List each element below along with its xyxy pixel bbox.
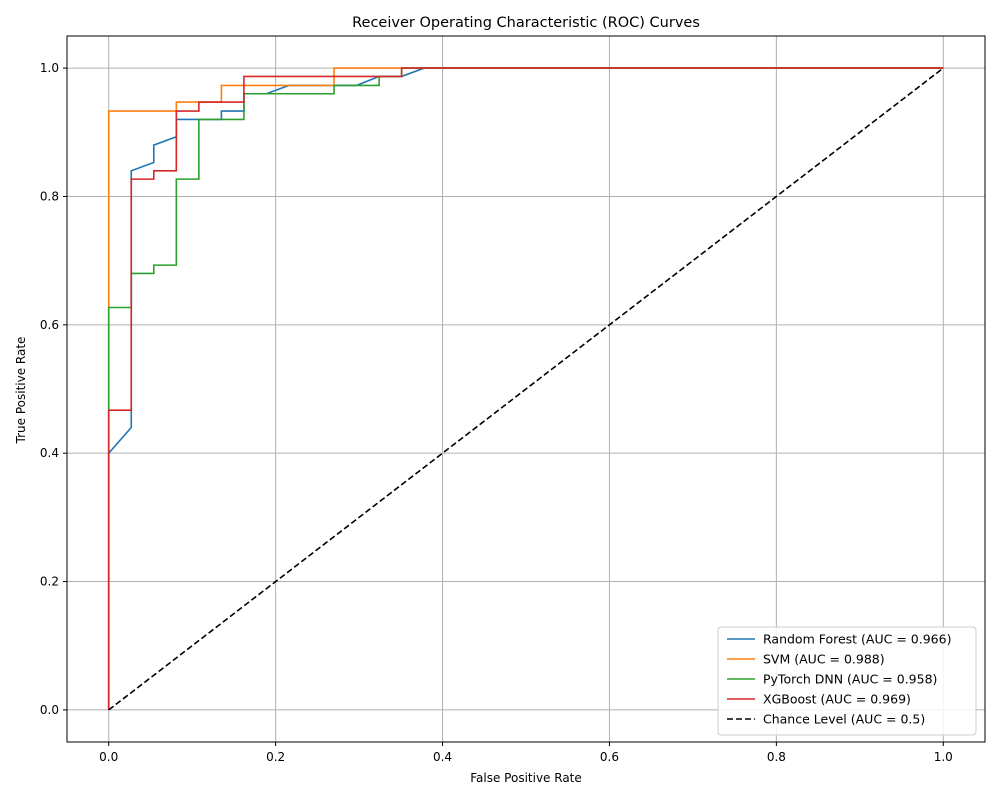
legend-box: [717, 626, 977, 736]
series-line-5: [108, 67, 944, 711]
legend-entry-label: PyTorch DNN (AUC = 0.958): [763, 672, 937, 687]
legend-entry-label: SVM (AUC = 0.988): [763, 652, 885, 667]
y-tick-label: 0.2: [40, 575, 59, 589]
y-axis-label: True Positive Rate: [14, 337, 28, 445]
x-tick-label: 1.0: [934, 750, 953, 764]
legend: Random Forest (AUC = 0.966) SVM (AUC = 0.…: [717, 626, 977, 736]
x-tick-label: 0.8: [767, 750, 786, 764]
axis-ticks: 0.0 0.2 0.4 0.6 0.8 1.0 0.0 0.2 0.4 0.6 0.8 1.0: [40, 61, 953, 764]
legend-entry-label: Chance Level (AUC = 0.5): [763, 712, 925, 727]
x-axis-label: False Positive Rate: [470, 771, 582, 785]
x-tick-label: 0.2: [266, 750, 285, 764]
chart-title: Receiver Operating Characteristic (ROC) …: [352, 15, 700, 31]
grid: [67, 36, 985, 742]
legend-entry-label: Random Forest (AUC = 0.966): [763, 632, 951, 647]
y-tick-label: 0.0: [40, 703, 59, 717]
y-tick-label: 0.8: [40, 189, 59, 203]
y-tick-label: 1.0: [40, 61, 59, 75]
plot-frame: [66, 35, 986, 743]
x-tick-label: 0.4: [433, 750, 452, 764]
legend-entry-label: XGBoost (AUC = 0.969): [763, 692, 911, 707]
x-tick-label: 0.0: [99, 750, 118, 764]
y-tick-label: 0.6: [40, 318, 59, 332]
series-lines: [107, 67, 944, 711]
y-tick-label: 0.4: [40, 446, 59, 460]
x-tick-label: 0.6: [600, 750, 619, 764]
series-line-4: [107, 67, 944, 710]
